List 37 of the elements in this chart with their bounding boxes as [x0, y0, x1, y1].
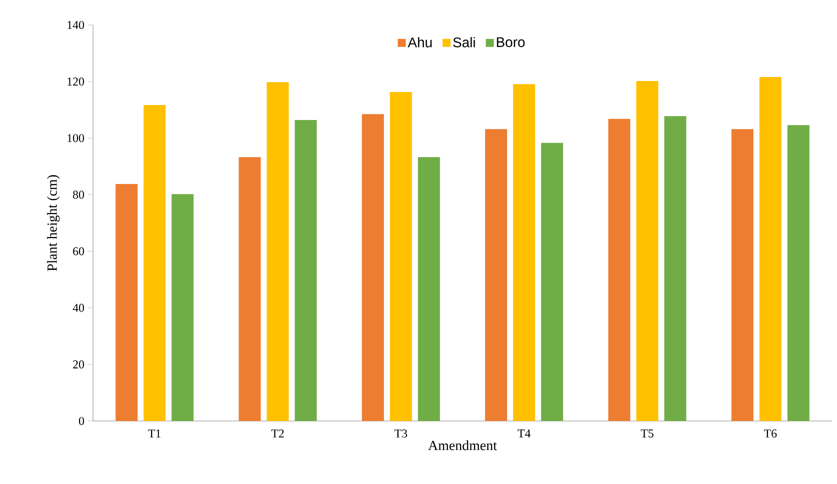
bar [116, 184, 138, 421]
y-tick-label: 80 [72, 190, 84, 199]
bar [636, 80, 658, 421]
y-tick-label: 120 [68, 78, 84, 86]
legend-label: Ahu [408, 37, 432, 48]
bar [238, 157, 261, 421]
y-tick-label: 0 [78, 416, 84, 426]
y-tick-label: 140 [68, 20, 84, 30]
bar [485, 129, 508, 421]
x-tick-label: T4 [518, 430, 531, 438]
y-axis-title: Plant height (cm) [47, 175, 60, 271]
bar [266, 82, 289, 421]
bar [541, 142, 564, 421]
bar [731, 129, 754, 421]
bar [608, 118, 630, 421]
x-tick-label: T6 [764, 430, 777, 438]
bar [172, 194, 194, 421]
x-tick-label: T5 [640, 430, 654, 438]
bar [664, 116, 686, 421]
bar [294, 120, 317, 421]
bar [759, 77, 782, 421]
x-tick-label: T3 [394, 430, 408, 438]
y-tick-label: 20 [73, 360, 84, 368]
x-tick-label: T1 [148, 430, 161, 438]
bar [144, 105, 166, 421]
legend-label: Sali [453, 37, 475, 48]
bar [787, 125, 810, 421]
x-tick-label: T2 [271, 430, 284, 438]
bar [513, 84, 536, 421]
y-tick-label: 40 [72, 304, 84, 312]
bar [418, 157, 440, 421]
legend-label: Boro [496, 37, 525, 48]
bar [362, 114, 384, 421]
x-axis-title: Amendment [428, 440, 497, 450]
y-tick-label: 100 [68, 134, 84, 142]
bar [390, 92, 412, 421]
y-tick-label: 60 [73, 247, 84, 256]
